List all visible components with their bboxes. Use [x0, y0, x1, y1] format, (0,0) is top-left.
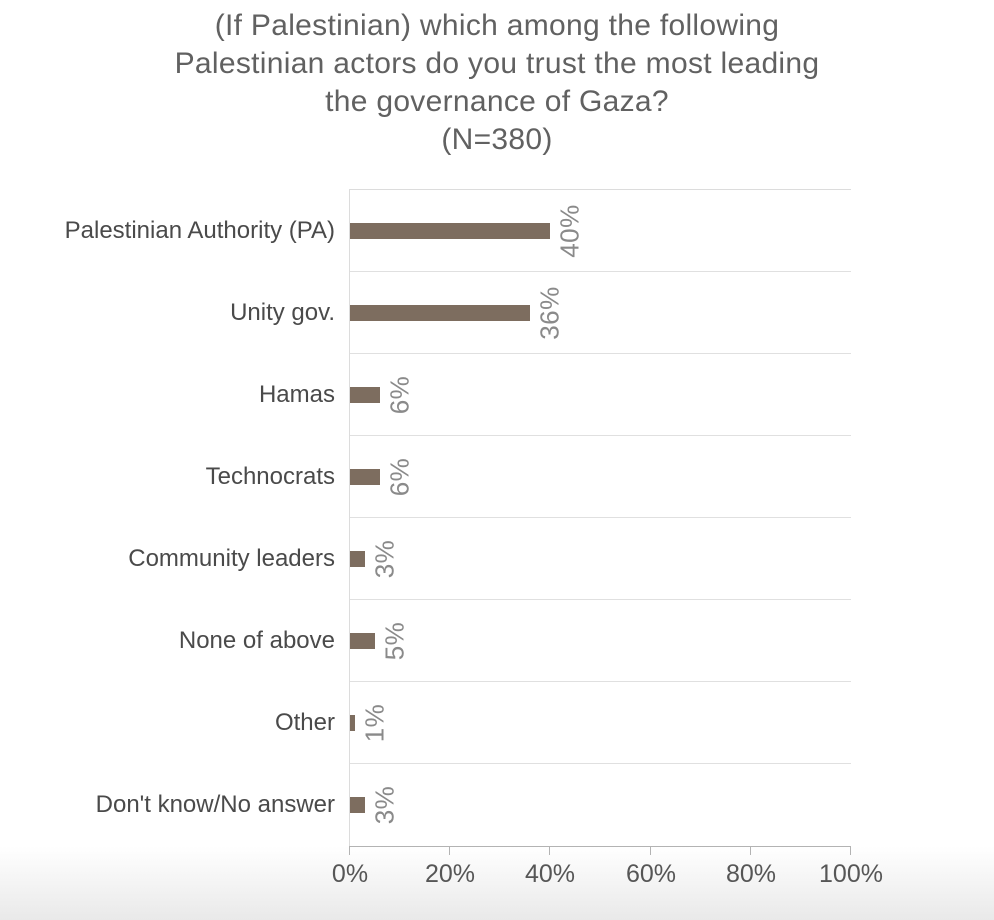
x-axis-tick-label: 40% — [524, 860, 576, 888]
chart-title-line-4: (N=380) — [441, 123, 553, 156]
bar-value-label: 3% — [369, 785, 400, 825]
category-label: Palestinian Authority (PA) — [64, 217, 335, 244]
bar — [350, 223, 551, 239]
category-label: Hamas — [258, 381, 335, 408]
plot-area: 40% 36% 6% 6% 3% 5% 1% 3% 0% 20% 40% 60% 80% 100% — [332, 189, 883, 888]
chart-title-line-1: (If Palestinian) which among the followi… — [214, 9, 780, 42]
bar-value-label: 40% — [554, 204, 585, 258]
x-axis-tick — [549, 847, 550, 855]
bar-row: 3% — [350, 764, 851, 846]
bar-row: 6% — [350, 354, 851, 436]
bar — [350, 469, 381, 485]
bar-value-label: 3% — [369, 539, 400, 579]
chart-title: (If Palestinian) which among the followi… — [0, 7, 994, 159]
bar-row: 3% — [350, 518, 851, 600]
bar — [350, 715, 355, 731]
bar — [350, 797, 366, 813]
bar-row: 5% — [350, 600, 851, 682]
bar-value-label: 6% — [384, 457, 415, 497]
bar — [350, 305, 531, 321]
bar-value-label: 36% — [534, 286, 565, 340]
category-label: None of above — [178, 627, 335, 654]
bar-value-label: 6% — [384, 375, 415, 415]
bar-row: 40% — [350, 190, 851, 272]
x-axis-tick-label: 20% — [424, 860, 476, 888]
x-axis-tick — [850, 847, 851, 855]
x-axis-tick-label: 0% — [331, 860, 369, 888]
bar-row: 36% — [350, 272, 851, 354]
x-axis-tick-label: 80% — [725, 860, 777, 888]
x-axis-tick — [349, 847, 350, 855]
category-label: Other — [274, 709, 335, 736]
x-axis-tick — [750, 847, 751, 855]
category-label: Don't know/No answer — [95, 791, 335, 818]
bar-value-label: 1% — [359, 703, 390, 743]
category-label: Technocrats — [205, 463, 335, 490]
category-label: Community leaders — [128, 545, 335, 572]
bar-value-label: 5% — [379, 621, 410, 661]
category-axis: Palestinian Authority (PA) Unity gov. Hama… — [0, 190, 335, 846]
bar-row: 1% — [350, 682, 851, 764]
chart-title-line-2: Palestinian actors do you trust the most… — [174, 47, 820, 80]
x-axis-tick — [650, 847, 651, 855]
bar — [350, 551, 366, 567]
chart-title-line-3: the governance of Gaza? — [325, 85, 669, 118]
category-label: Unity gov. — [230, 299, 335, 326]
x-axis-tick — [449, 847, 450, 855]
bar-row: 6% — [350, 436, 851, 518]
x-axis-tick-label: 100% — [819, 860, 883, 888]
x-axis-line — [349, 846, 851, 847]
bar — [350, 387, 381, 403]
bar — [350, 633, 376, 649]
x-axis-tick-label: 60% — [625, 860, 677, 888]
